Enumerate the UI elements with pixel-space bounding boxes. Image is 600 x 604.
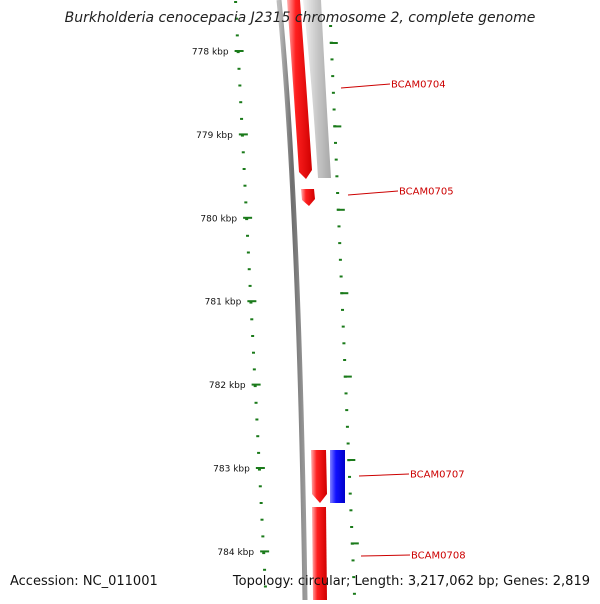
- gene-label[interactable]: BCAM0707: [410, 470, 465, 481]
- gene-callouts: BCAM0704 BCAM0705 BCAM0707 BCAM0708: [340, 80, 466, 562]
- gene-bcam0708[interactable]: [312, 507, 327, 600]
- gene-label[interactable]: BCAM0705: [399, 187, 454, 198]
- ruler-label: 784 kbp: [217, 548, 254, 558]
- outer-ruler: [329, 25, 359, 595]
- ruler-label: 783 kbp: [213, 465, 250, 475]
- ruler-labels: 778 kbp 779 kbp 780 kbp 781 kbp 782 kbp 783 k…: [192, 48, 254, 558]
- ruler-label: 782 kbp: [209, 381, 246, 391]
- reverse-gene-feature: [330, 450, 345, 503]
- ruler-label: 779 kbp: [196, 131, 233, 141]
- accession-text: Accession: NC_011001: [10, 574, 158, 589]
- map-title: Burkholderia cenocepacia J2315 chromosom…: [64, 10, 536, 26]
- gene-leader-line: [360, 554, 411, 557]
- gene-leader-line: [358, 473, 410, 477]
- gene-leader-line: [347, 190, 399, 196]
- gene-bcam0705[interactable]: [301, 189, 315, 206]
- inner-ruler: [234, 1, 270, 588]
- gene-bcam0707[interactable]: [311, 450, 327, 503]
- pseudo-gene-feature: [303, 0, 331, 178]
- gene-label[interactable]: BCAM0704: [391, 80, 446, 91]
- gene-label[interactable]: BCAM0708: [411, 551, 466, 562]
- gene-leader-line: [340, 83, 391, 89]
- gene-bcam0704[interactable]: [287, 0, 312, 179]
- ruler-label: 780 kbp: [200, 214, 237, 224]
- backbone-arc: [276, 0, 308, 601]
- genome-summary-text: Topology: circular; Length: 3,217,062 bp…: [232, 574, 590, 589]
- ruler-label: 778 kbp: [192, 48, 229, 58]
- ruler-label: 781 kbp: [205, 298, 242, 308]
